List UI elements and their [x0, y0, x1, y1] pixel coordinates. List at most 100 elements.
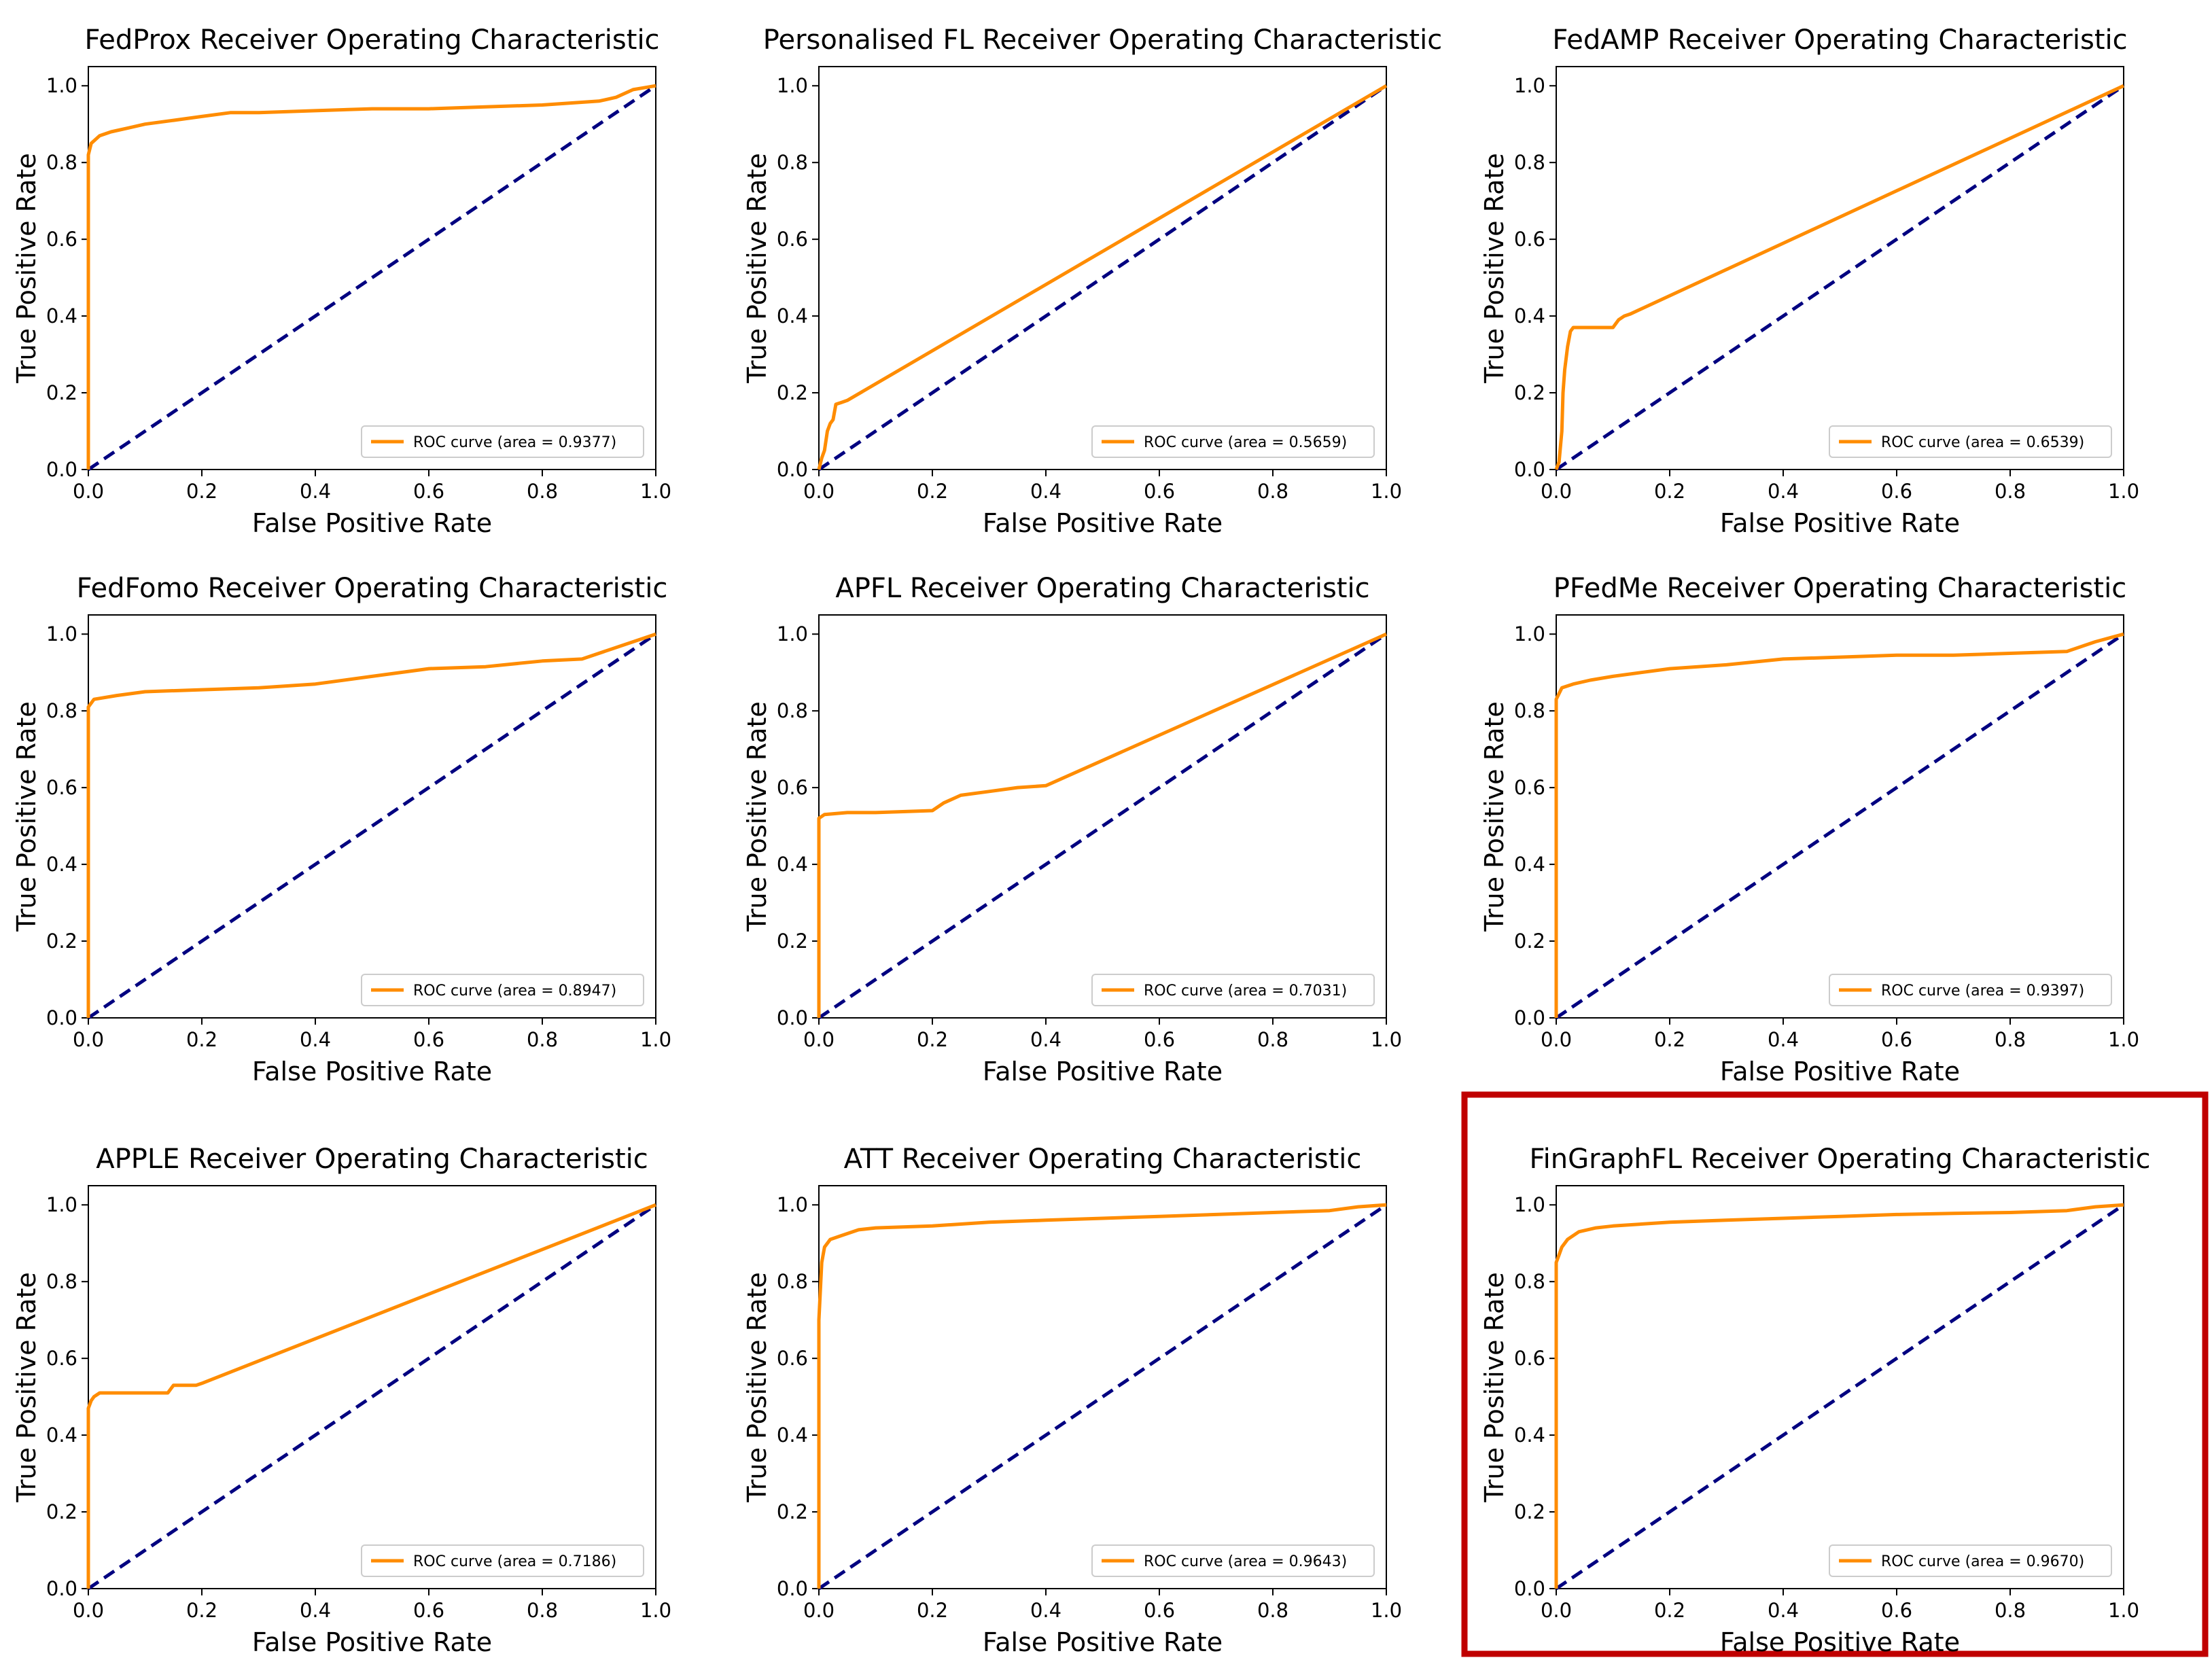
- chart-panel-2: Personalised FL Receiver Operating Chara…: [742, 24, 1442, 538]
- y-tick-label: 0.2: [46, 1500, 77, 1523]
- y-tick-label: 0.0: [1514, 1577, 1545, 1600]
- x-axis-label: False Positive Rate: [252, 508, 492, 538]
- x-tick-label: 1.0: [2108, 1599, 2139, 1622]
- legend-label: ROC curve (area = 0.8947): [413, 983, 616, 1000]
- x-tick-label: 0.8: [1995, 1599, 2026, 1622]
- y-tick-label: 0.8: [777, 151, 808, 174]
- x-axis-label: False Positive Rate: [983, 508, 1223, 538]
- roc-curve: [1554, 1203, 2124, 1589]
- y-axis-label: True Positive Rate: [1479, 153, 1509, 384]
- y-tick-label: 0.2: [777, 1500, 808, 1523]
- roc-curve: [1554, 632, 2124, 1018]
- y-tick-label: 0.8: [777, 1270, 808, 1293]
- y-tick-label: 1.0: [46, 1193, 77, 1216]
- plot-frame: [88, 66, 656, 470]
- y-tick-label: 0.4: [777, 853, 808, 876]
- y-tick-label: 0.0: [777, 458, 808, 481]
- x-tick-label: 0.8: [527, 1028, 558, 1051]
- y-tick-label: 1.0: [1514, 74, 1545, 97]
- highlight-box: [1461, 1091, 2209, 1657]
- y-tick-label: 0.0: [777, 1006, 808, 1029]
- roc-curve: [817, 632, 1388, 1018]
- chart-panel-3: FedAMP Receiver Operating Characteristic…: [1479, 24, 2139, 538]
- chance-line: [818, 633, 1388, 1020]
- y-axis-label: True Positive Rate: [742, 701, 772, 932]
- roc-curve: [86, 632, 656, 1018]
- y-tick-label: 1.0: [46, 74, 77, 97]
- x-tick-label: 0.6: [1144, 1028, 1175, 1051]
- x-tick-label: 0.8: [1995, 1028, 2026, 1051]
- roc-curve: [817, 1203, 1387, 1589]
- x-tick-label: 1.0: [1371, 480, 1402, 503]
- y-tick-label: 0.8: [46, 1270, 77, 1293]
- x-tick-label: 0.6: [1144, 1599, 1175, 1622]
- legend-label: ROC curve (area = 0.9670): [1881, 1553, 2084, 1570]
- chart-title: APFL Receiver Operating Characteristic: [835, 573, 1369, 604]
- x-tick-label: 0.8: [1257, 480, 1288, 503]
- y-tick-label: 0.4: [777, 304, 808, 328]
- plot-frame: [88, 1185, 656, 1589]
- x-tick-label: 0.2: [186, 1028, 217, 1051]
- y-tick-label: 0.6: [46, 228, 77, 251]
- legend-box: [1829, 1544, 2112, 1577]
- x-tick-label: 0.0: [803, 480, 835, 503]
- legend-label: ROC curve (area = 0.9397): [1881, 983, 2084, 1000]
- x-axis-label: False Positive Rate: [1720, 1057, 1960, 1086]
- y-tick-label: 0.8: [1514, 699, 1545, 722]
- plot-frame: [88, 614, 656, 1019]
- x-tick-label: 0.6: [1144, 480, 1175, 503]
- chance-line: [87, 1203, 657, 1591]
- x-axis-label: False Positive Rate: [1720, 508, 1960, 538]
- x-tick-label: 1.0: [640, 1028, 671, 1051]
- chart-title: PFedMe Receiver Operating Characteristic: [1553, 573, 2126, 604]
- x-tick-label: 0.0: [73, 1599, 104, 1622]
- chart-panel-1: FedProx Receiver Operating Characteristi…: [12, 24, 671, 538]
- y-axis-label: True Positive Rate: [12, 1272, 41, 1503]
- y-tick-label: 0.4: [46, 853, 77, 876]
- x-tick-label: 0.2: [1654, 1028, 1685, 1051]
- legend-box: [1829, 974, 2112, 1006]
- legend-label: ROC curve (area = 0.6539): [1881, 434, 2084, 451]
- chance-line: [818, 84, 1388, 472]
- x-tick-label: 1.0: [640, 480, 671, 503]
- y-tick-label: 1.0: [1514, 622, 1545, 646]
- y-tick-label: 0.4: [1514, 1424, 1545, 1447]
- x-axis-label: False Positive Rate: [983, 1057, 1223, 1086]
- y-tick-label: 0.2: [46, 930, 77, 953]
- legend-label: ROC curve (area = 0.7186): [413, 1553, 616, 1570]
- roc-curve: [817, 84, 1388, 470]
- y-tick-label: 0.8: [1514, 151, 1545, 174]
- x-axis-label: False Positive Rate: [1720, 1627, 1960, 1657]
- plot-frame: [818, 614, 1387, 1019]
- y-tick-label: 0.2: [777, 381, 808, 404]
- chance-line: [1555, 1203, 2125, 1591]
- x-tick-label: 0.2: [186, 1599, 217, 1622]
- y-tick-label: 0.8: [1514, 1270, 1545, 1293]
- chart-panel-6: PFedMe Receiver Operating Characteristic…: [1479, 573, 2139, 1086]
- x-tick-label: 0.2: [917, 480, 948, 503]
- x-tick-label: 0.6: [1881, 1599, 1912, 1622]
- x-axis-label: False Positive Rate: [252, 1057, 492, 1086]
- x-tick-label: 0.2: [1654, 480, 1685, 503]
- y-tick-label: 1.0: [777, 74, 808, 97]
- x-tick-label: 0.6: [413, 1599, 444, 1622]
- y-tick-label: 0.0: [777, 1577, 808, 1600]
- legend-box: [1091, 1544, 1375, 1577]
- y-tick-label: 0.0: [46, 458, 77, 481]
- x-tick-label: 1.0: [1371, 1599, 1402, 1622]
- y-tick-label: 0.6: [1514, 228, 1545, 251]
- y-tick-label: 0.4: [46, 304, 77, 328]
- y-tick-label: 0.0: [46, 1577, 77, 1600]
- chart-title: FedFomo Receiver Operating Characteristi…: [77, 573, 668, 604]
- chance-line: [1555, 84, 2125, 472]
- chart-panel-5: APFL Receiver Operating Characteristic 0.…: [742, 573, 1402, 1086]
- x-tick-label: 0.2: [917, 1599, 948, 1622]
- chance-line: [1555, 633, 2125, 1020]
- y-tick-label: 0.6: [46, 776, 77, 799]
- x-tick-label: 0.2: [917, 1028, 948, 1051]
- roc-curve: [1554, 84, 2125, 470]
- x-axis-label: False Positive Rate: [983, 1627, 1223, 1657]
- x-tick-label: 0.4: [1768, 1028, 1799, 1051]
- x-tick-label: 0.2: [1654, 1599, 1685, 1622]
